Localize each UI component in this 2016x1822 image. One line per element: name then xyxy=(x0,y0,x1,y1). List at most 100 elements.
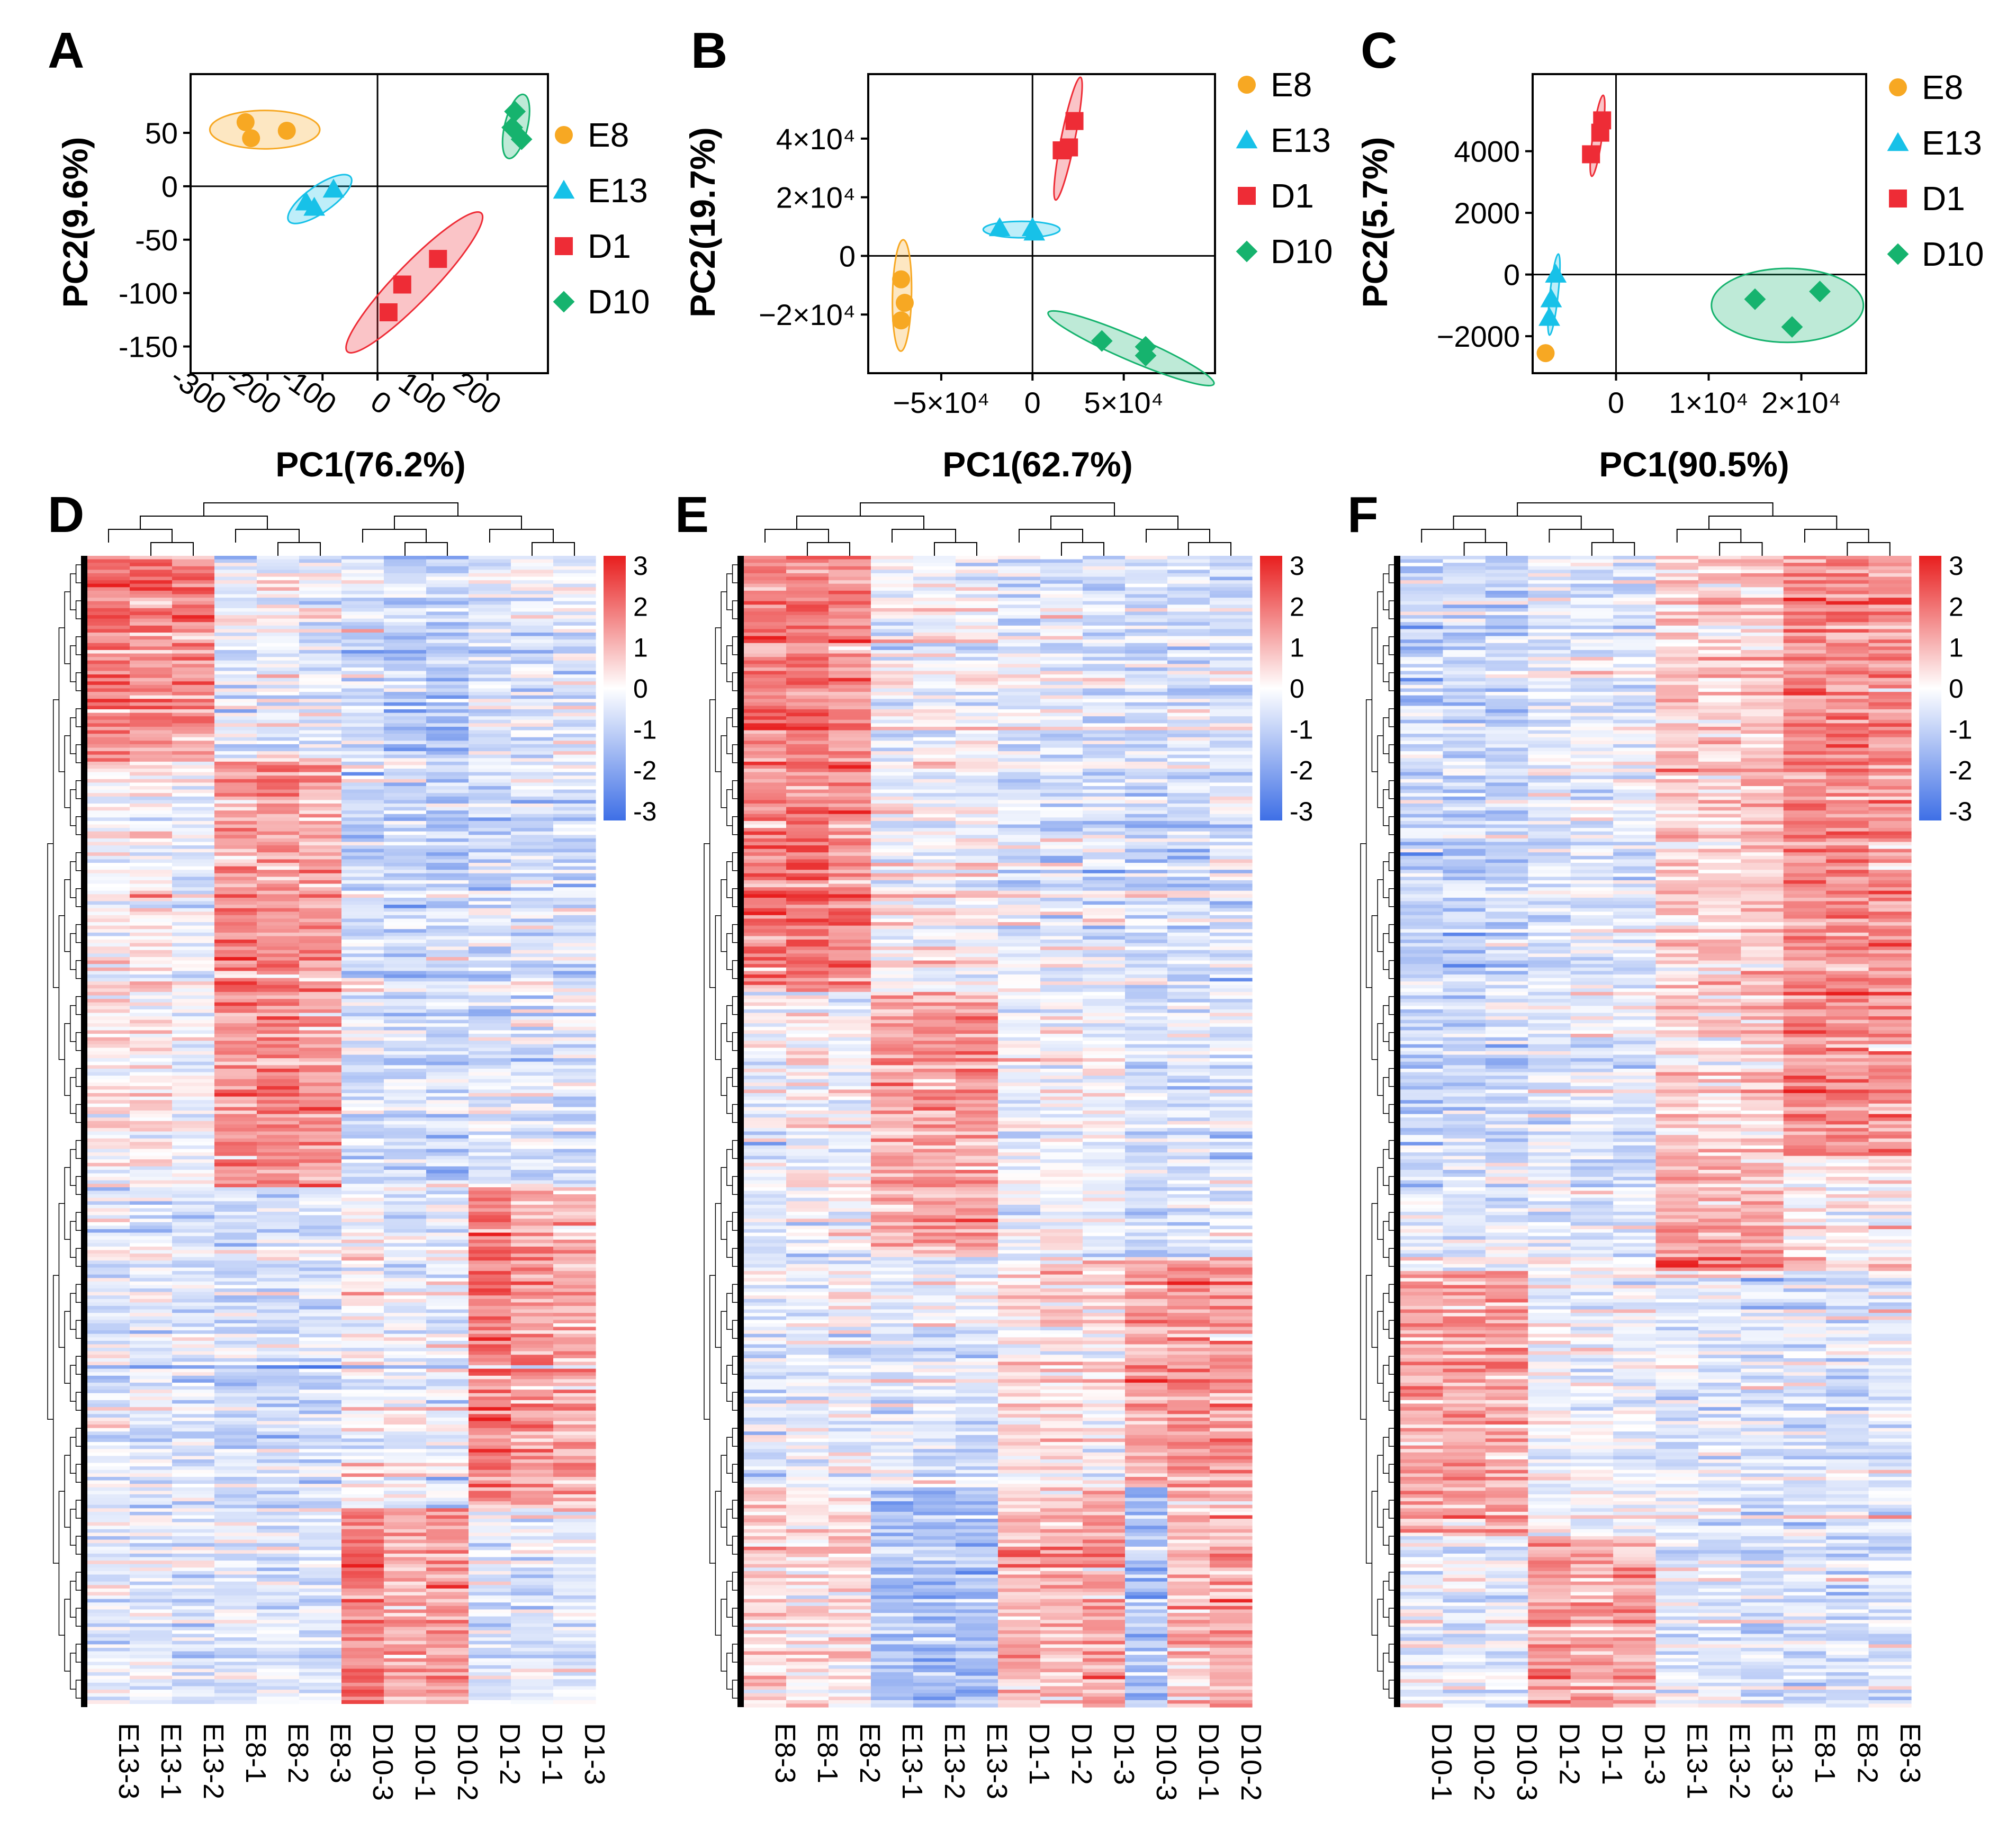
heatmap-cell xyxy=(341,1267,384,1271)
heatmap-cell xyxy=(299,905,342,909)
heatmap-cell xyxy=(426,629,469,633)
heatmap-cell xyxy=(87,1550,130,1554)
heatmap-cell xyxy=(341,1682,384,1687)
heatmap-cell xyxy=(257,1348,300,1352)
heatmap-cell xyxy=(257,929,300,933)
heatmap-cell xyxy=(299,775,342,780)
heatmap-cell xyxy=(913,712,956,717)
heatmap-cell xyxy=(426,1585,469,1589)
heatmap-cell xyxy=(744,580,787,584)
heatmap-cell xyxy=(829,775,871,780)
heatmap-cell xyxy=(1167,556,1210,560)
heatmap-cell xyxy=(341,1393,384,1397)
heatmap-cell xyxy=(341,1519,384,1523)
heatmap-cell xyxy=(130,1145,173,1150)
heatmap-cell xyxy=(871,590,914,595)
heatmap-cell xyxy=(172,1672,215,1676)
heatmap-cell xyxy=(257,1128,300,1132)
heatmap-cell xyxy=(87,866,130,870)
heatmap-cell xyxy=(511,929,554,933)
heatmap-cell xyxy=(299,726,342,731)
heatmap-cell xyxy=(214,1532,257,1537)
heatmap-cell xyxy=(384,1494,427,1499)
heatmap-cell xyxy=(87,769,130,773)
heatmap-cell xyxy=(829,598,871,602)
heatmap-cell xyxy=(511,1061,554,1066)
heatmap-cell xyxy=(87,1121,130,1125)
heatmap-cell xyxy=(130,1644,173,1648)
heatmap-cell xyxy=(553,657,596,661)
heatmap-cell xyxy=(469,1522,511,1526)
heatmap-cell xyxy=(341,807,384,811)
heatmap-cell xyxy=(998,723,1041,727)
heatmap-cell xyxy=(214,1613,257,1617)
heatmap-cell xyxy=(786,681,829,685)
heatmap-cell xyxy=(871,601,914,605)
heatmap-cell xyxy=(172,1054,215,1059)
heatmap-cell xyxy=(426,744,469,748)
heatmap-cell xyxy=(829,737,871,741)
heatmap-cell xyxy=(130,1637,173,1641)
heatmap-cell xyxy=(469,653,511,657)
heatmap-cell xyxy=(913,765,956,769)
heatmap-cell xyxy=(426,1215,469,1219)
heatmap-cell xyxy=(214,1184,257,1188)
heatmap-cell xyxy=(511,1522,554,1526)
heatmap-cell xyxy=(1210,786,1253,790)
heatmap-cell xyxy=(257,964,300,968)
heatmap-cell xyxy=(214,1061,257,1066)
heatmap-cell xyxy=(511,988,554,993)
heatmap-cell xyxy=(469,988,511,993)
heatmap-cell xyxy=(469,1435,511,1439)
heatmap-cell xyxy=(257,594,300,598)
dendrogram-branch xyxy=(64,1023,70,1096)
heatmap-cell xyxy=(553,877,596,881)
heatmap-cell xyxy=(1210,737,1253,741)
heatmap-cell xyxy=(341,1602,384,1607)
heatmap-cell xyxy=(341,1187,384,1192)
heatmap-cell xyxy=(384,870,427,874)
heatmap-cell xyxy=(426,1068,469,1073)
heatmap-cell xyxy=(341,559,384,563)
heatmap-cell xyxy=(299,1501,342,1505)
heatmap-cell xyxy=(87,1452,130,1457)
heatmap-cell xyxy=(384,991,427,996)
heatmap-cell xyxy=(913,779,956,783)
heatmap-cell xyxy=(511,1089,554,1094)
heatmap-cell xyxy=(214,1640,257,1645)
heatmap-cell xyxy=(214,1599,257,1603)
heatmap-cell xyxy=(553,1208,596,1212)
heatmap-cell xyxy=(172,636,215,640)
heatmap-cell xyxy=(87,723,130,727)
heatmap-cell xyxy=(829,653,871,657)
heatmap-cell xyxy=(172,1588,215,1593)
heatmap-cell xyxy=(341,653,384,657)
heatmap-cell xyxy=(257,1526,300,1530)
heatmap-cell xyxy=(214,1204,257,1209)
heatmap-cell xyxy=(511,1096,554,1101)
heatmap-cell xyxy=(130,1044,173,1048)
heatmap-cell xyxy=(553,712,596,717)
heatmap-cell xyxy=(511,1149,554,1153)
heatmap-cell xyxy=(1040,744,1083,748)
heatmap-cell xyxy=(511,838,554,843)
heatmap-cell xyxy=(341,1323,384,1328)
heatmap-cell xyxy=(87,625,130,630)
heatmap-cell xyxy=(1210,643,1253,647)
heatmap-cell xyxy=(786,657,829,661)
heatmap-cell xyxy=(744,706,787,710)
heatmap-cell xyxy=(341,1184,384,1188)
heatmap-cell xyxy=(257,1546,300,1551)
heatmap-cell xyxy=(299,1006,342,1010)
heatmap-cell xyxy=(469,1599,511,1603)
heatmap-cell xyxy=(257,570,300,574)
heatmap-cell xyxy=(172,1501,215,1505)
heatmap-cell xyxy=(384,1581,427,1585)
heatmap-cell xyxy=(384,754,427,759)
heatmap-cell xyxy=(913,556,956,560)
heatmap-cell xyxy=(426,598,469,602)
heatmap-cell xyxy=(511,1348,554,1352)
dendrogram-branch xyxy=(75,996,82,1015)
confidence-ellipse-E8 xyxy=(209,110,321,150)
heatmap-cell xyxy=(511,1271,554,1275)
